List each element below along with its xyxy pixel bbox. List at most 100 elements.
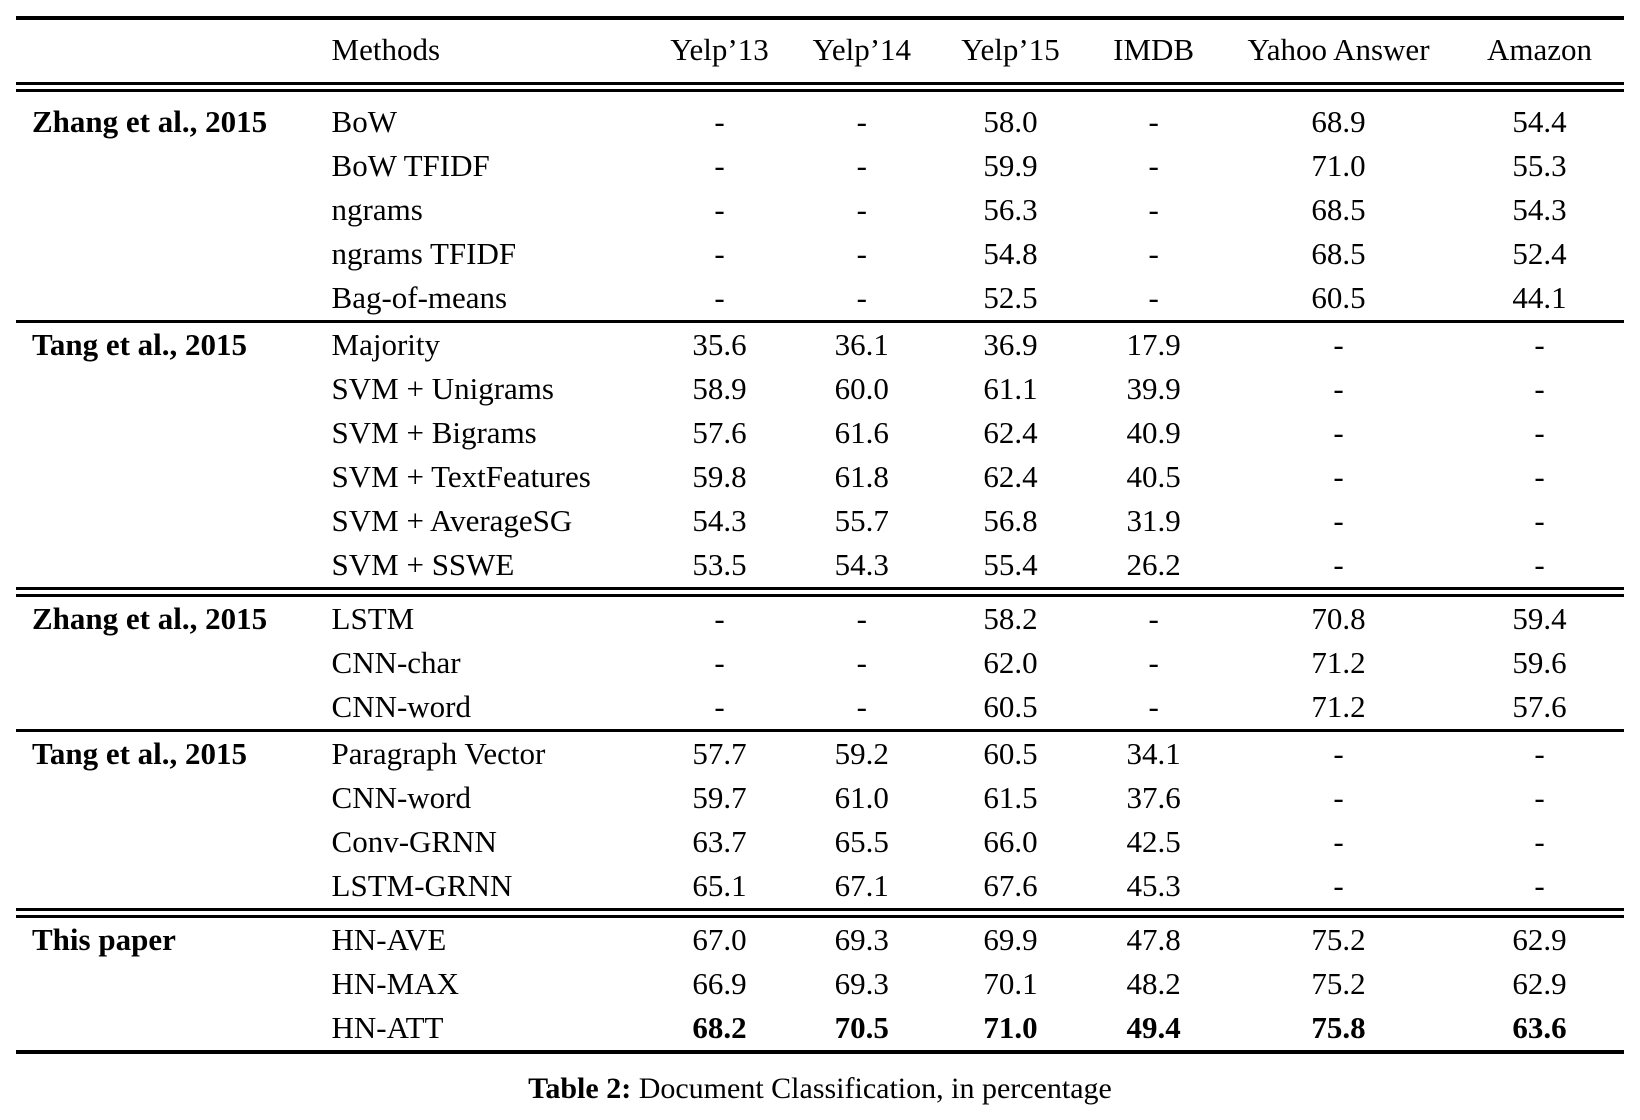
group-label-cell: Zhang et al., 2015 xyxy=(32,601,268,636)
method-cell: SVM + Bigrams xyxy=(331,415,537,450)
value-cell: 59.4 xyxy=(1512,601,1567,636)
value-cell: 55.3 xyxy=(1512,148,1567,183)
method-cell: HN-ATT xyxy=(331,1010,444,1045)
value-cell: - xyxy=(714,236,725,271)
table-group-2: Tang et al., 2015 Majority 35.6 36.1 36.9 17.… xyxy=(16,322,1624,592)
value-cell: 63.6 xyxy=(1512,1010,1567,1045)
method-cell: SVM + SSWE xyxy=(331,547,515,582)
table-row: HN-MAX 66.9 69.3 70.1 48.2 75.2 62.9 xyxy=(16,962,1624,1006)
value-cell: 57.7 xyxy=(692,736,747,771)
value-cell: - xyxy=(1333,780,1344,815)
value-cell: 68.5 xyxy=(1311,192,1366,227)
table-header: Methods Yelp’13 Yelp’14 Yelp’15 IMDB Yah… xyxy=(16,18,1624,87)
value-cell: 37.6 xyxy=(1126,780,1181,815)
value-cell: 54.3 xyxy=(1512,192,1567,227)
value-cell: 58.0 xyxy=(983,104,1038,139)
value-cell: 69.9 xyxy=(983,922,1038,957)
value-cell: - xyxy=(1534,736,1545,771)
method-cell: SVM + TextFeatures xyxy=(331,459,591,494)
value-cell: - xyxy=(714,148,725,183)
value-cell: 67.1 xyxy=(834,868,889,903)
table-row: Tang et al., 2015 Paragraph Vector 57.7 59.… xyxy=(16,731,1624,777)
table-row: Zhang et al., 2015 LSTM - - 58.2 - 70.8 59.4 xyxy=(16,592,1624,641)
table-row: LSTM-GRNN 65.1 67.1 67.6 45.3 - - xyxy=(16,864,1624,913)
value-cell: 61.0 xyxy=(834,780,889,815)
value-cell: - xyxy=(714,689,725,724)
value-cell: 62.0 xyxy=(983,645,1038,680)
value-cell: - xyxy=(714,601,725,636)
value-cell: - xyxy=(1333,736,1344,771)
value-cell: - xyxy=(1534,415,1545,450)
table-row: SVM + SSWE 53.5 54.3 55.4 26.2 - - xyxy=(16,543,1624,592)
table-caption: Table 2: Document Classification, in per… xyxy=(16,1070,1624,1108)
method-cell: CNN-char xyxy=(331,645,461,680)
table-row: CNN-char - - 62.0 - 71.2 59.6 xyxy=(16,641,1624,685)
value-cell: 66.0 xyxy=(983,824,1038,859)
method-cell: SVM + AverageSG xyxy=(331,503,573,538)
value-cell: - xyxy=(856,236,867,271)
value-cell: - xyxy=(1148,689,1159,724)
value-cell: - xyxy=(1148,645,1159,680)
value-cell: - xyxy=(1333,503,1344,538)
value-cell: - xyxy=(1333,327,1344,362)
value-cell: 59.2 xyxy=(834,736,889,771)
value-cell: - xyxy=(1333,371,1344,406)
table-group-3: Zhang et al., 2015 LSTM - - 58.2 - 70.8 59.4 CNN… xyxy=(16,592,1624,731)
value-cell: 58.2 xyxy=(983,601,1038,636)
table-row: Conv-GRNN 63.7 65.5 66.0 42.5 - - xyxy=(16,820,1624,864)
header-row: Methods Yelp’13 Yelp’14 Yelp’15 IMDB Yah… xyxy=(16,18,1624,87)
results-table: Methods Yelp’13 Yelp’14 Yelp’15 IMDB Yah… xyxy=(16,16,1624,1054)
table-row: ngrams - - 56.3 - 68.5 54.3 xyxy=(16,188,1624,232)
method-cell: BoW TFIDF xyxy=(331,148,490,183)
value-cell: - xyxy=(856,148,867,183)
value-cell: - xyxy=(1534,503,1545,538)
value-cell: 68.5 xyxy=(1311,236,1366,271)
value-cell: - xyxy=(714,280,725,315)
table-row: SVM + AverageSG 54.3 55.7 56.8 31.9 - - xyxy=(16,499,1624,543)
value-cell: 65.5 xyxy=(834,824,889,859)
method-cell: Conv-GRNN xyxy=(331,824,497,859)
table-group-1: Zhang et al., 2015 BoW - - 58.0 - 68.9 54.4 BoW … xyxy=(16,87,1624,322)
value-cell: 70.1 xyxy=(983,966,1038,1001)
table-row: CNN-word 59.7 61.0 61.5 37.6 - - xyxy=(16,776,1624,820)
value-cell: - xyxy=(1333,459,1344,494)
value-cell: - xyxy=(714,192,725,227)
value-cell: - xyxy=(1534,780,1545,815)
value-cell: 68.2 xyxy=(692,1010,747,1045)
value-cell: 40.5 xyxy=(1126,459,1181,494)
value-cell: 56.3 xyxy=(983,192,1038,227)
value-cell: 53.5 xyxy=(692,547,747,582)
value-cell: 60.5 xyxy=(983,736,1038,771)
group-label-cell: Tang et al., 2015 xyxy=(32,736,248,771)
value-cell: 67.0 xyxy=(692,922,747,957)
value-cell: 59.9 xyxy=(983,148,1038,183)
method-cell: Paragraph Vector xyxy=(331,736,546,771)
value-cell: 59.7 xyxy=(692,780,747,815)
table-row: Tang et al., 2015 Majority 35.6 36.1 36.9 17.… xyxy=(16,322,1624,368)
value-cell: 52.5 xyxy=(983,280,1038,315)
value-cell: - xyxy=(1148,280,1159,315)
value-cell: - xyxy=(856,280,867,315)
value-cell: 70.5 xyxy=(834,1010,889,1045)
method-cell: LSTM xyxy=(331,601,415,636)
value-cell: - xyxy=(1333,824,1344,859)
value-cell: - xyxy=(1333,868,1344,903)
value-cell: 34.1 xyxy=(1126,736,1181,771)
value-cell: 66.9 xyxy=(692,966,747,1001)
value-cell: 36.9 xyxy=(983,327,1038,362)
table-row: This paper HN-AVE 67.0 69.3 69.9 47.8 75.2 62.9 xyxy=(16,913,1624,962)
value-cell: 69.3 xyxy=(834,966,889,1001)
header-group-column xyxy=(16,18,322,87)
value-cell: 44.1 xyxy=(1512,280,1567,315)
header-yahoo-answer: Yahoo Answer xyxy=(1247,32,1430,67)
value-cell: - xyxy=(1333,415,1344,450)
table-row: SVM + Bigrams 57.6 61.6 62.4 40.9 - - xyxy=(16,411,1624,455)
table-row: ngrams TFIDF - - 54.8 - 68.5 52.4 xyxy=(16,232,1624,276)
value-cell: 65.1 xyxy=(692,868,747,903)
value-cell: 62.4 xyxy=(983,459,1038,494)
value-cell: - xyxy=(1333,547,1344,582)
table-group-5: This paper HN-AVE 67.0 69.3 69.9 47.8 75.2 62.9… xyxy=(16,913,1624,1052)
value-cell: - xyxy=(856,645,867,680)
method-cell: ngrams TFIDF xyxy=(331,236,517,271)
value-cell: 35.6 xyxy=(692,327,747,362)
